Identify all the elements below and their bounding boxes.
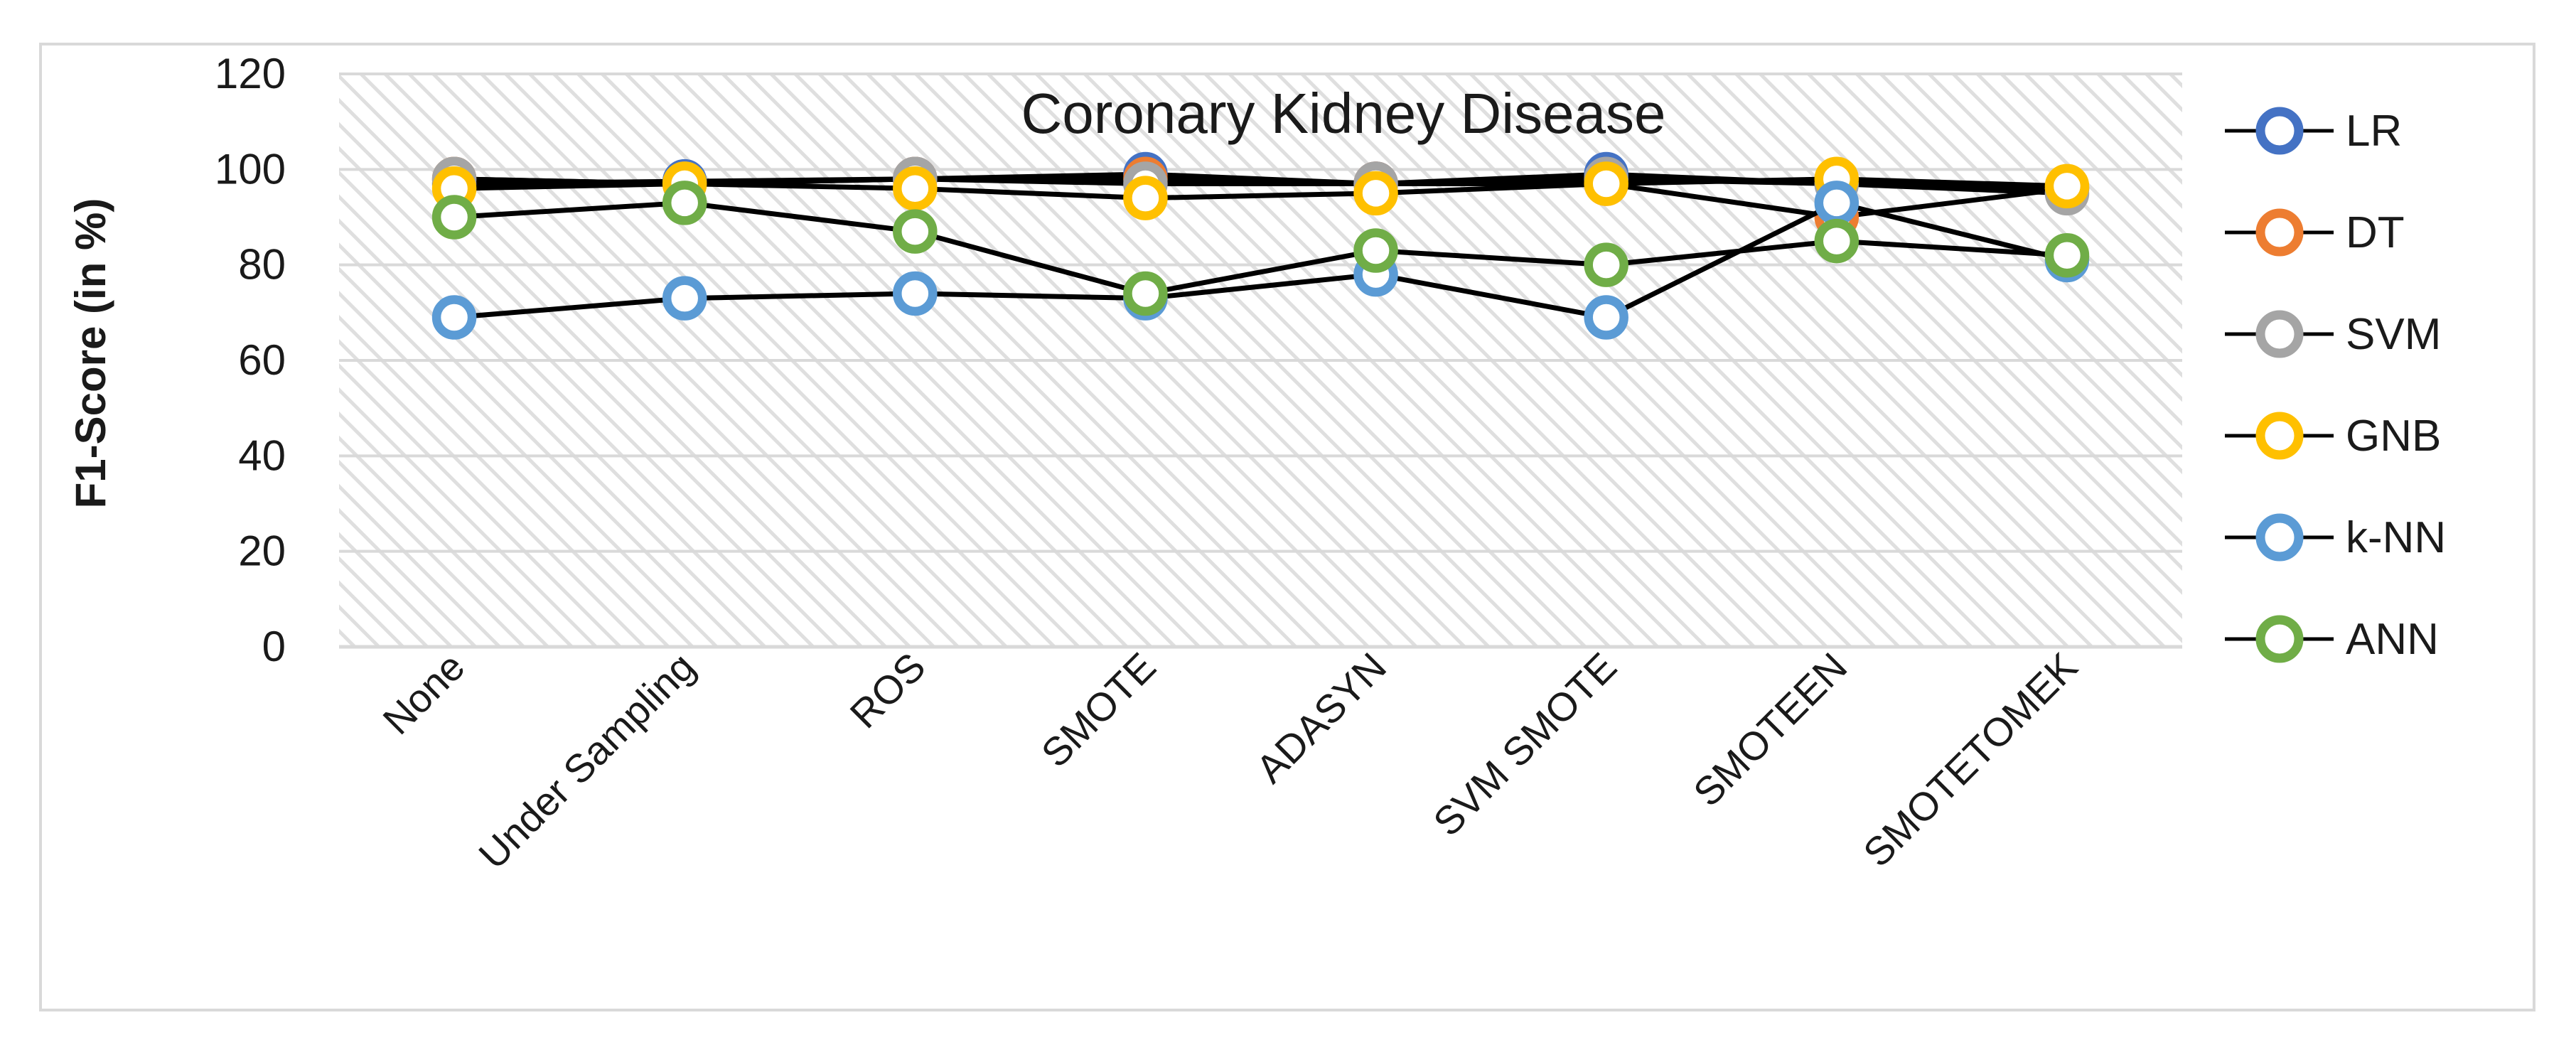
x-tick-label-smotetomek: SMOTETOMEK	[1855, 644, 2086, 875]
chart-border	[39, 43, 2535, 1011]
x-tick-label-under-sampling: Under Sampling	[470, 644, 703, 877]
legend-item-SVM: SVM	[2225, 310, 2441, 359]
legend-marker-icon	[2255, 208, 2304, 257]
legend-marker-icon	[2255, 310, 2304, 358]
marker-ANN-4	[1353, 228, 1398, 273]
y-tick-label: 120	[215, 50, 286, 97]
marker-ANN-5	[1584, 242, 1628, 287]
x-tick-label-svm-smote: SVM SMOTE	[1424, 644, 1625, 844]
marker-GNB-7	[2044, 163, 2090, 209]
marker-ANN-1	[662, 181, 707, 225]
series-line-ANN	[454, 200, 2068, 296]
x-tick-label-ros: ROS	[841, 644, 933, 736]
x-tick-label-smoteen: SMOTEEN	[1685, 644, 1855, 815]
marker-k-NN-6	[1814, 181, 1859, 225]
marker-ANN-2	[893, 209, 938, 254]
legend-marker-icon	[2255, 412, 2304, 460]
y-tick-label: 0	[262, 623, 286, 670]
y-tick-label: 80	[238, 241, 286, 289]
series-line-k-NN	[454, 200, 2068, 321]
legend-item-DT: DT	[2225, 208, 2405, 257]
marker-k-NN-5	[1584, 295, 1628, 340]
legend-marker-icon	[2255, 615, 2304, 663]
legend-label: k-NN	[2346, 513, 2446, 562]
legend-label: DT	[2346, 208, 2405, 257]
legend-item-GNB: GNB	[2225, 412, 2441, 461]
legend-item-k-NN: k-NN	[2225, 513, 2446, 562]
marker-k-NN-2	[893, 271, 938, 316]
legend-item-LR: LR	[2225, 107, 2402, 156]
series-line-GNB	[454, 176, 2068, 201]
y-tick-label: 40	[238, 431, 286, 479]
legend-label: ANN	[2346, 615, 2439, 664]
marker-ANN-6	[1814, 218, 1859, 264]
x-tick-label-none: None	[374, 644, 473, 743]
marker-GNB-3	[1123, 176, 1168, 220]
x-tick-label-smote: SMOTE	[1033, 644, 1164, 775]
marker-k-NN-0	[431, 295, 477, 340]
y-tick-label: 60	[238, 336, 286, 384]
marker-GNB-2	[893, 166, 938, 211]
x-tick-label-adasyn: ADASYN	[1247, 644, 1395, 791]
y-axis-title: F1-Score (in %)	[67, 198, 114, 509]
legend-label: GNB	[2346, 412, 2441, 461]
legend-label: LR	[2346, 107, 2402, 156]
y-tick-label: 100	[215, 145, 286, 193]
chart-title: Coronary Kidney Disease	[1021, 82, 1666, 145]
legend-marker-icon	[2255, 513, 2304, 562]
marker-ANN-0	[431, 195, 477, 240]
y-tick-label: 20	[238, 527, 286, 575]
marker-GNB-4	[1353, 171, 1398, 216]
marker-GNB-5	[1584, 161, 1628, 206]
legend-marker-icon	[2255, 107, 2304, 155]
marker-ANN-3	[1123, 271, 1168, 316]
marker-ANN-7	[2044, 232, 2090, 278]
legend-item-ANN: ANN	[2225, 615, 2439, 664]
marker-k-NN-1	[662, 276, 707, 321]
legend-label: SVM	[2346, 310, 2441, 359]
